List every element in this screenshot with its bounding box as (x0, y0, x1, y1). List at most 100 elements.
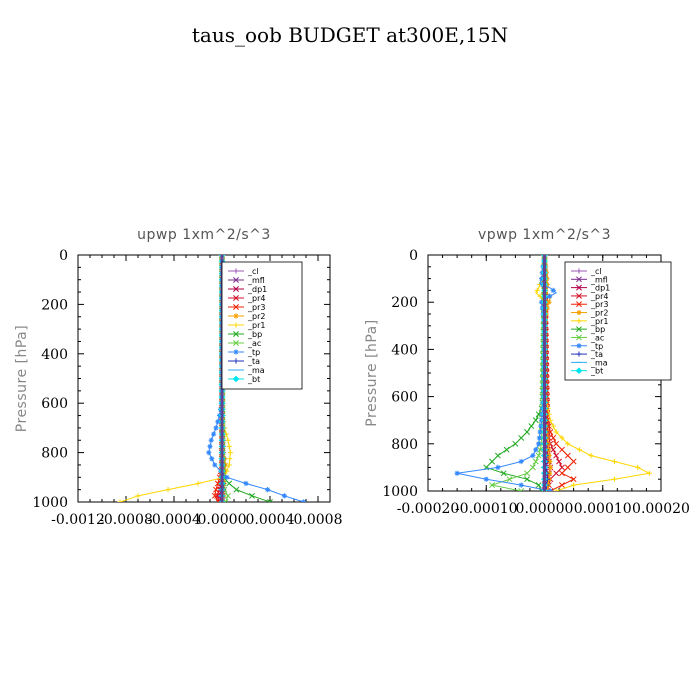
x-tick-label: 0.0000 (198, 512, 247, 528)
data-point (553, 488, 559, 491)
y-tick-label: 600 (391, 390, 418, 406)
data-point (528, 423, 535, 430)
data-point (546, 453, 552, 459)
data-point (489, 482, 496, 489)
data-point (533, 447, 539, 453)
legend-marker (576, 318, 582, 324)
data-point (506, 476, 513, 483)
data-point (559, 470, 565, 477)
data-point (546, 299, 552, 305)
legend-label: _pr1 (247, 321, 265, 330)
legend-label: _ta (247, 357, 260, 366)
data-point (226, 462, 232, 468)
legend-marker (576, 351, 582, 357)
data-point (454, 470, 460, 476)
x-tick-label: -0.00010 (455, 501, 518, 517)
data-point (215, 499, 222, 502)
data-point (547, 464, 553, 470)
legend-label: _dp1 (247, 285, 267, 294)
legend-marker (576, 301, 582, 308)
data-point (227, 450, 233, 456)
legend: _cl_mfl_dp1_pr4_pr3_pr2_pr1_bp_ac_tp_ta_… (564, 261, 672, 381)
series-pr1 (117, 255, 233, 502)
panel-title: vpwp 1xm^2/s^3 (478, 227, 611, 243)
legend-marker (233, 313, 239, 319)
data-point (532, 417, 539, 424)
data-point (535, 452, 542, 459)
legend-marker (576, 276, 582, 283)
data-point (611, 476, 617, 482)
data-point (301, 499, 307, 502)
data-point (226, 480, 233, 487)
data-point (213, 425, 219, 431)
legend-marker (233, 286, 239, 292)
data-point (209, 456, 215, 462)
data-point (553, 429, 559, 435)
legend-marker (233, 349, 239, 355)
data-point (225, 437, 231, 443)
legend-label: _pr3 (247, 303, 265, 312)
data-point (570, 458, 577, 465)
data-point (550, 287, 556, 293)
legend-label: _pr3 (590, 300, 608, 309)
x-tick-label: -0.0012 (51, 512, 105, 528)
legend-label: _mfl (590, 275, 608, 284)
plot-area (454, 255, 652, 491)
data-point (553, 440, 560, 447)
y-tick-label: 200 (391, 295, 418, 311)
data-point (646, 470, 652, 476)
data-point (559, 482, 565, 489)
data-point (214, 480, 221, 487)
legend-label: _cl (247, 267, 259, 276)
data-point (243, 480, 249, 487)
legend-label: _pr4 (590, 292, 608, 301)
legend-label: _bt (590, 367, 603, 376)
data-point (564, 452, 571, 459)
data-point (537, 429, 543, 435)
y-axis-label: Pressure [hPa] (14, 325, 30, 432)
legend: _cl_mfl_dp1_pr4_pr3_pr2_pr1_bp_ac_tp_ta_… (221, 261, 303, 390)
legend-marker (233, 268, 239, 274)
data-point (207, 443, 213, 450)
data-point (212, 462, 218, 468)
legend-label: _ma (247, 366, 265, 375)
data-point (227, 456, 233, 462)
data-point (518, 434, 525, 441)
legend-marker (233, 340, 239, 346)
data-point (512, 440, 519, 447)
series-line (490, 255, 545, 491)
legend-label: _dp1 (590, 284, 610, 293)
data-point (222, 499, 229, 502)
x-tick-label: 0.00020 (632, 501, 690, 517)
y-tick-label: 200 (41, 297, 68, 313)
data-point (495, 464, 501, 470)
y-tick-label: 0 (59, 248, 68, 264)
y-axis-label: Pressure [hPa] (364, 319, 380, 426)
data-point (556, 458, 563, 465)
data-point (494, 452, 501, 459)
data-point (553, 470, 560, 477)
data-point (547, 488, 553, 491)
data-point (546, 470, 553, 476)
legend-marker (233, 295, 239, 301)
x-tick-label: 0.00000 (516, 501, 574, 517)
data-point (518, 488, 525, 491)
data-point (536, 441, 542, 447)
data-point (537, 446, 544, 453)
legend-label: _pr4 (247, 294, 265, 303)
legend-marker (576, 268, 582, 274)
data-point (281, 493, 287, 499)
legend-marker (575, 367, 583, 374)
data-point (524, 470, 530, 477)
y-tick-label: 800 (391, 437, 418, 453)
legend-marker (233, 331, 239, 337)
x-tick-label: -0.0008 (99, 512, 153, 528)
y-tick-label: 400 (41, 347, 68, 363)
y-tick-label: 400 (391, 342, 418, 358)
data-point (547, 417, 553, 423)
legend-marker (232, 375, 240, 383)
data-point (538, 423, 544, 429)
data-point (211, 492, 218, 499)
legend-label: _ma (590, 358, 608, 367)
